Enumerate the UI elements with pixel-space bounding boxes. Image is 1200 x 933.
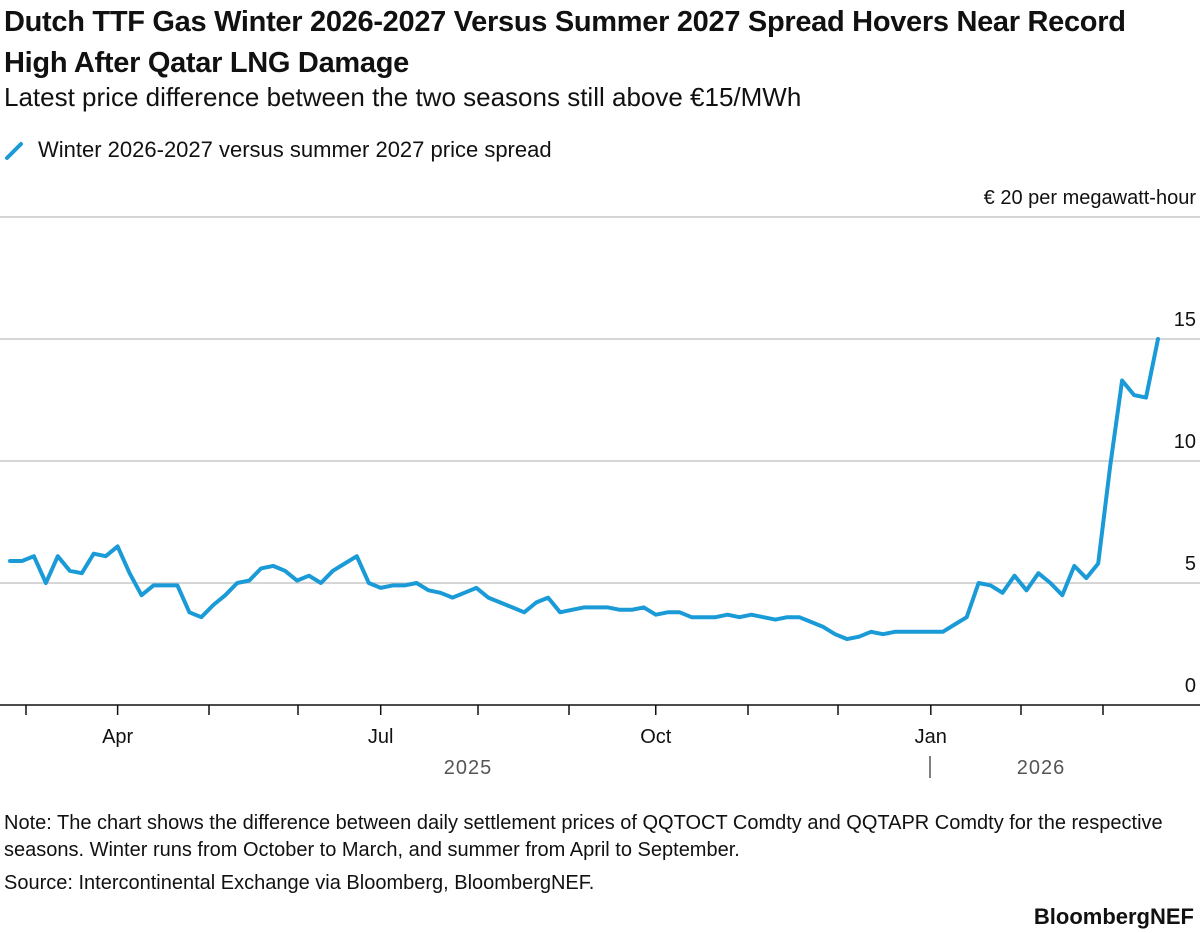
note: Note: The chart shows the difference bet… bbox=[4, 812, 1163, 861]
x-tick-label: Oct bbox=[640, 726, 672, 748]
chart-subtitle: Latest price difference between the two … bbox=[4, 82, 802, 112]
legend: Winter 2026-2027 versus summer 2027 pric… bbox=[4, 137, 552, 163]
year-label: 2025 bbox=[444, 757, 493, 779]
chart-title: Dutch TTF Gas Winter 2026-2027 Versus Su… bbox=[4, 6, 1126, 79]
x-tick-label: Jul bbox=[368, 726, 394, 748]
minor-ticks bbox=[25, 705, 1104, 715]
source: Source: Intercontinental Exchange via Bl… bbox=[4, 872, 595, 894]
legend-label: Winter 2026-2027 versus summer 2027 pric… bbox=[38, 137, 552, 162]
y-tick-label: 5 bbox=[1185, 553, 1196, 575]
year-label: 2026 bbox=[1017, 757, 1066, 779]
y-tick-label: 10 bbox=[1174, 431, 1196, 453]
y-tick-label: 15 bbox=[1174, 309, 1196, 331]
y-tick-label: € 20 per megawatt-hour bbox=[984, 187, 1197, 209]
series-line bbox=[8, 337, 1160, 642]
legend-swatch-line bbox=[5, 142, 23, 160]
legend-swatch bbox=[5, 142, 23, 160]
x-tick-label: Apr bbox=[102, 726, 133, 748]
y-tick-label: 0 bbox=[1185, 675, 1196, 697]
x-tick-label: Jan bbox=[915, 726, 947, 748]
brand: BloombergNEF bbox=[1033, 904, 1194, 929]
